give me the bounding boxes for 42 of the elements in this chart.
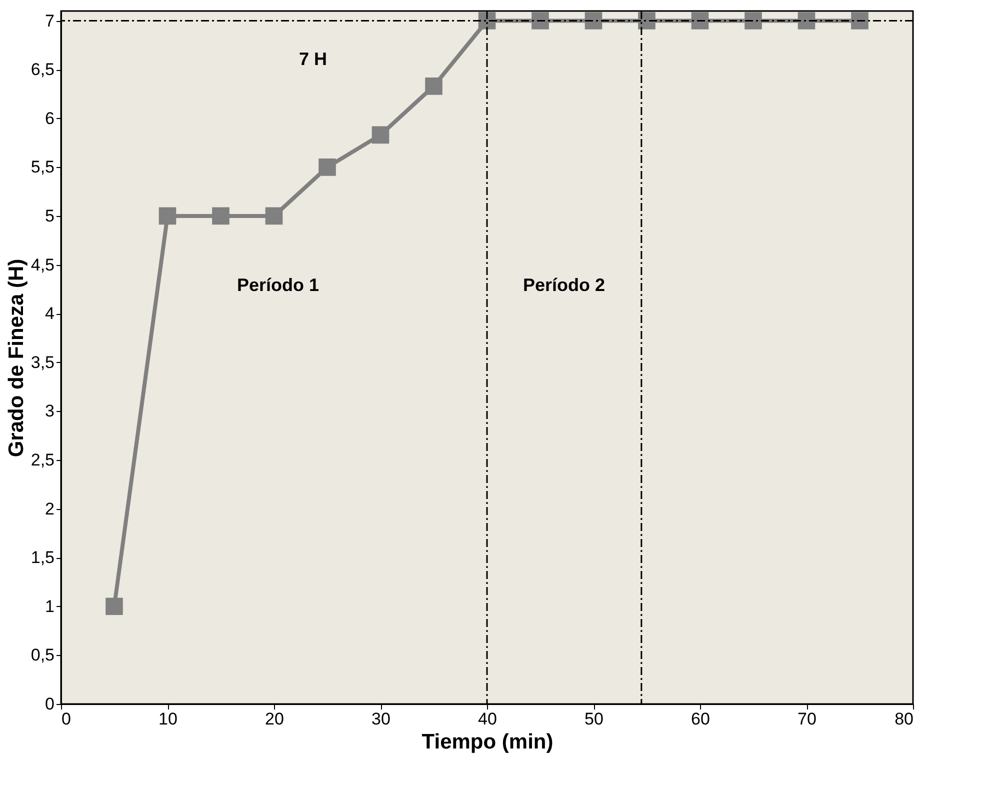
annotation: 7 H	[298, 49, 328, 69]
y-tick-label: 3,5	[30, 352, 54, 372]
y-tick-label: 7	[45, 11, 54, 30]
y-tick-label: 3	[45, 402, 54, 421]
point	[584, 12, 602, 30]
x-tick-label: 60	[691, 710, 710, 728]
x-tick-label: 0	[62, 710, 71, 728]
x-tick-label: 40	[478, 710, 497, 728]
point	[158, 207, 176, 225]
y-tick-label: 2	[45, 499, 54, 518]
y-tick-label: 6	[45, 108, 54, 128]
annotation: Período 2	[522, 275, 606, 295]
y-tick-label: 1	[45, 596, 54, 616]
point	[318, 158, 336, 176]
point	[212, 207, 230, 225]
y-tick-label: 4,5	[30, 255, 54, 274]
y-axis-title: Grado de Fineza (H)	[4, 258, 28, 458]
y-tick-label: 5	[45, 206, 54, 226]
x-tick-label: 20	[265, 710, 284, 728]
point	[744, 12, 762, 30]
point	[106, 598, 123, 616]
point	[532, 12, 549, 30]
point	[798, 12, 816, 30]
y-tick-label: 0	[45, 694, 54, 714]
x-axis-title: Tiempo (min)	[422, 730, 554, 754]
x-tick-label: 10	[158, 710, 178, 728]
y-tick-label: 4	[45, 304, 54, 324]
y-tick-label: 2,5	[30, 450, 54, 470]
y-tick-label: 6,5	[30, 60, 54, 80]
point	[691, 12, 709, 30]
point	[425, 77, 442, 95]
point	[265, 207, 283, 225]
annotation: Período 1	[236, 275, 320, 295]
point	[372, 126, 390, 144]
y-tick-label: 1,5	[30, 548, 54, 568]
x-tick-label: 30	[372, 710, 390, 728]
point	[851, 12, 868, 30]
x-tick-label: 80	[894, 710, 914, 728]
x-tick-label: 70	[798, 710, 816, 728]
x-tick-label: 50	[584, 710, 604, 728]
y-tick-label: 0,5	[30, 646, 54, 665]
y-tick-label: 5,5	[30, 158, 54, 177]
